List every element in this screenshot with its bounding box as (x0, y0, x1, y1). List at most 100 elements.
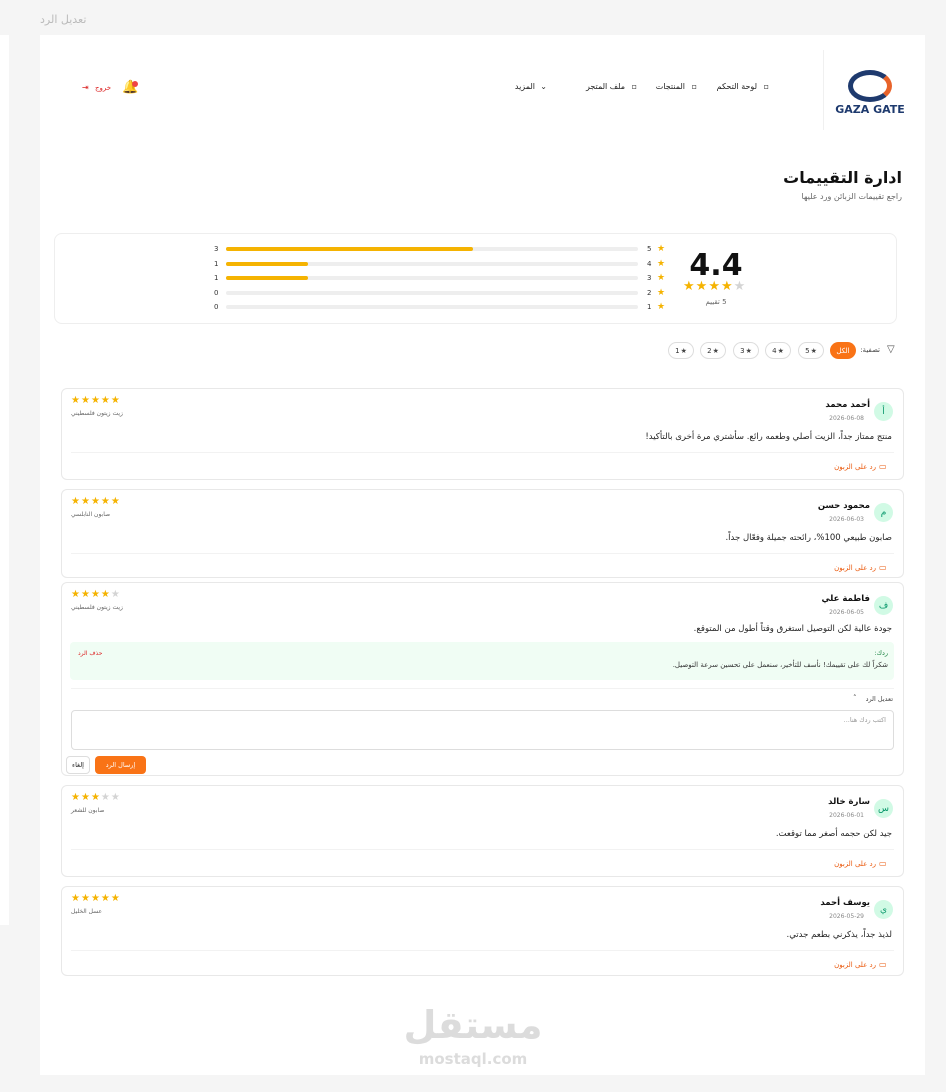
row-stars-label: 5 (647, 245, 652, 253)
review-date: 2026-06-08 (829, 415, 864, 422)
filter-option[interactable]: الكل (836, 346, 850, 355)
product-name: صابون النابلسي (71, 511, 111, 518)
nav-item[interactable]: المزيد (514, 82, 535, 91)
row-count: 0 (214, 288, 219, 297)
star: ★ (71, 792, 80, 803)
review-card (61, 785, 904, 877)
left-strip (0, 35, 9, 925)
textarea[interactable] (71, 710, 894, 750)
product-name: زيت زيتون فلسطيني (71, 604, 123, 611)
star: ★ (100, 496, 110, 507)
star-icon: ★ (712, 346, 719, 355)
delete-reply[interactable]: حذف الرد (78, 650, 103, 657)
reply-link[interactable]: رد على الزبون (834, 860, 876, 868)
nav-item[interactable]: المنتجات (655, 82, 685, 91)
nav-icon: ▫ (763, 82, 769, 91)
bar-track (226, 290, 638, 295)
filter-pill[interactable]: الكل (830, 342, 856, 359)
reply-icon: ▭ (879, 563, 887, 572)
avatar: أ (874, 402, 893, 421)
row-count: 1 (214, 274, 219, 282)
row-stars-label: 2 (647, 288, 652, 297)
reply-link[interactable]: رد على الزبون (834, 961, 876, 969)
nav-item[interactable]: لوحة التحكم (716, 82, 757, 91)
review-date: 2026-06-05 (829, 609, 864, 616)
star-icon: ★ (680, 346, 687, 355)
row-star: ★ (657, 258, 666, 269)
summary-card (54, 233, 897, 324)
reply-icon: ▭ (879, 859, 887, 868)
nav-icon: ▫ (631, 82, 637, 91)
avatar: س (874, 799, 893, 818)
star: ★ (71, 893, 80, 904)
star: ★ (71, 395, 80, 406)
star: ★ (110, 589, 120, 600)
logo-mark (848, 70, 892, 102)
star-icon: ★ (745, 346, 752, 355)
reply-label: ردك: (874, 649, 888, 657)
row-stars-label: 4 (647, 259, 652, 268)
avatar: ف (874, 596, 893, 615)
star: ★ (708, 279, 720, 294)
filter-pill[interactable]: 3 ★ (733, 342, 759, 359)
product-name: صابون للشعر (71, 807, 105, 814)
review-date: 2026-06-03 (829, 516, 864, 523)
edit-toggle[interactable]: تعديل الرد (865, 695, 893, 703)
star: ★ (90, 589, 100, 600)
row-stars-label: 1 (647, 303, 652, 311)
filter-option[interactable]: 4 (772, 346, 777, 355)
avatar: م (874, 503, 893, 522)
filter-pill[interactable]: 4 ★ (765, 342, 791, 359)
star: ★ (90, 395, 100, 406)
reply-text: شكراً لك على تقييمك! نأسف للتأخير، سنعمل… (672, 661, 888, 669)
panel (40, 35, 925, 1075)
filter-option[interactable]: 1 (675, 346, 680, 355)
watermark-logo: مستقل (403, 1003, 543, 1047)
review-text: جيد لكن حجمه أصغر مما توقعت. (775, 829, 892, 839)
filter-pill[interactable]: 2 ★ (700, 342, 726, 359)
logo-text: GAZA GATE (835, 103, 905, 116)
average: 4.4 (689, 248, 743, 283)
reply-link[interactable]: رد على الزبون (834, 463, 876, 471)
review-card (61, 582, 904, 776)
star: ★ (80, 792, 90, 803)
star: ★ (110, 496, 120, 507)
send-button[interactable]: إرسال الرد (95, 756, 146, 774)
star: ★ (80, 893, 90, 904)
row-star: ★ (657, 244, 666, 254)
filter-option[interactable]: 2 (707, 346, 712, 355)
page-subtitle: راجع تقييمات الزبائن ورد عليها (801, 192, 902, 201)
review-card (61, 388, 904, 480)
chevron: ˄ (853, 694, 857, 702)
star: ★ (100, 893, 110, 904)
star-icon: ★ (777, 346, 784, 355)
bar-fill (226, 247, 474, 251)
filter-option[interactable]: 3 (740, 346, 745, 355)
reply-box (70, 642, 894, 680)
star: ★ (733, 279, 746, 294)
bar-track (226, 276, 638, 280)
filter-option[interactable]: 5 (805, 346, 810, 355)
top-label: تعديل الرد (40, 13, 87, 26)
filter-pill[interactable]: 5 ★ (798, 342, 824, 359)
nav-divider (823, 50, 824, 130)
logout[interactable]: خروج (95, 84, 112, 92)
star: ★ (80, 395, 90, 406)
filter-pill[interactable]: 1 ★ (668, 342, 694, 359)
cancel-button[interactable]: إلغاء (66, 756, 90, 774)
page-title: ادارة التقييمات (783, 168, 902, 187)
review-text: جودة عالية لكن التوصيل استغرق وقتاً أطول… (693, 624, 892, 634)
review-text: لذيذ جداً، يذكرني بطعم جدتي. (786, 930, 893, 940)
card-divider (71, 849, 894, 850)
nav-icon: ⌄ (540, 82, 547, 91)
star: ★ (90, 496, 100, 507)
reply-link[interactable]: رد على الزبون (834, 564, 876, 572)
placeholder: اكتب ردك هنا... (843, 716, 886, 724)
stars: ★ ★ ★ ★ ★ (71, 590, 120, 600)
review-text: منتج ممتاز جداً، الزيت أصلي وطعمه رائع. … (645, 432, 892, 442)
star: ★ (90, 792, 100, 803)
bell-dot (132, 81, 138, 87)
nav-item[interactable]: ملف المتجر (585, 82, 625, 91)
row-count: 3 (214, 245, 219, 253)
